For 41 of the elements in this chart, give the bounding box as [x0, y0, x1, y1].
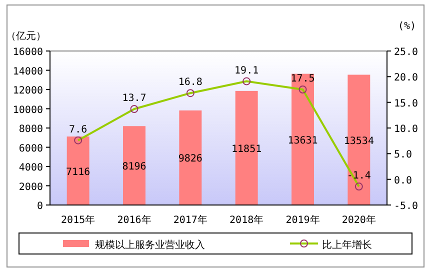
data-label: 16.8 [178, 77, 202, 88]
x-tick-label: 2015年 [61, 214, 96, 226]
data-label: 7.6 [69, 124, 88, 136]
data-label: 11851 [232, 144, 262, 155]
y2-tick-label: 20.0 [394, 72, 418, 84]
data-label: 19.1 [234, 65, 259, 76]
y2-tick-label: 5.0 [394, 150, 412, 161]
y-tick-label: 12000 [12, 86, 43, 96]
x-tick-label: 2019年 [286, 214, 320, 226]
y2-tick-label: 0.0 [394, 175, 412, 186]
y-tick-label: 4000 [18, 162, 43, 174]
bar [179, 110, 202, 205]
y2-tick-label: -5.0 [394, 201, 418, 212]
y-tick-label: 2000 [18, 182, 43, 193]
y-tick-label: 10000 [12, 104, 43, 116]
data-label: -1.4 [346, 170, 371, 182]
legend-label: 比上年增长 [322, 239, 372, 251]
y2-tick-label: 15.0 [394, 98, 418, 110]
y-tick-label: 14000 [12, 66, 43, 78]
y-tick-label: 8000 [18, 124, 43, 135]
y-tick-label: 0 [36, 201, 43, 212]
bar [66, 136, 90, 205]
data-label: 8196 [122, 162, 146, 173]
x-tick-label: 2020年 [342, 214, 376, 226]
data-label: 17.5 [290, 74, 315, 84]
y2-tick-label: 10.0 [394, 124, 418, 135]
y-axis-title: （亿元） [6, 31, 46, 42]
data-label: 13534 [344, 136, 374, 147]
data-label: 7116 [66, 166, 90, 178]
data-label: 9826 [178, 154, 202, 165]
data-label: 13.7 [122, 93, 146, 104]
x-tick-label: 2016年 [117, 214, 152, 226]
data-label: 13631 [288, 135, 318, 146]
y-tick-label: 16000 [12, 47, 43, 58]
bar [123, 126, 146, 205]
x-tick-label: 2018年 [230, 214, 264, 226]
x-tick-label: 2017年 [173, 214, 208, 226]
y2-axis-title: (%) [398, 21, 416, 32]
y2-tick-label: 25.0 [394, 47, 418, 58]
y-tick-label: 6000 [18, 143, 43, 154]
legend-label: 规模以上服务业营业收入 [95, 239, 205, 251]
